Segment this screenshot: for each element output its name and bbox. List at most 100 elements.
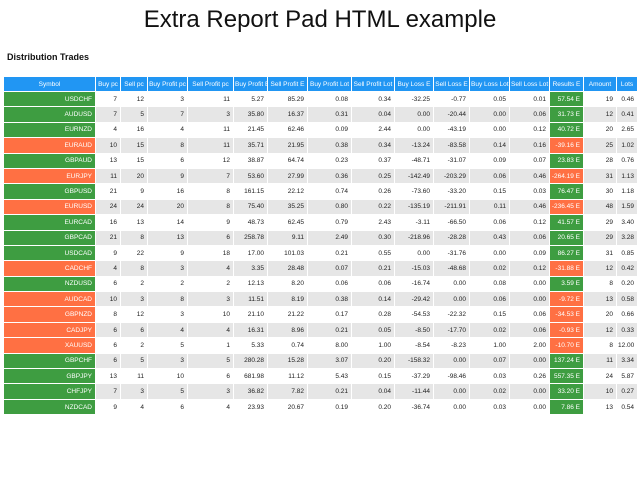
table-cell: 0.58 xyxy=(617,292,637,307)
table-cell: 21.22 xyxy=(287,311,304,319)
table-cell: 0.06 xyxy=(533,311,546,319)
table-cell: -48.68 xyxy=(434,261,469,276)
table-cell: -13.24 xyxy=(395,138,433,153)
table-cell: -8.50 xyxy=(395,322,433,338)
table-cell: 0.05 xyxy=(493,95,506,103)
table-cell: -158.32 xyxy=(395,353,433,369)
table-cell: 31 xyxy=(584,168,616,184)
table-cell: 4 xyxy=(180,126,184,134)
table-row: GBPAUD 13 15 6 12 38.87 64.74 0.23 0.37 -48.71 -31… xyxy=(4,153,637,168)
symbol-cell: EURNZD xyxy=(4,122,95,138)
symbol-cell: AUDUSD xyxy=(4,107,95,122)
table-cell: 8 xyxy=(609,280,613,288)
table-cell: 7 xyxy=(113,95,117,103)
table-cell: -135.19 xyxy=(395,199,433,215)
table-cell: 0.21 xyxy=(308,322,351,338)
table-cell: 6 xyxy=(96,353,120,369)
symbol-cell: NZDCAD xyxy=(4,399,95,415)
table-cell: 9 xyxy=(140,188,144,196)
table-cell: 280.28 xyxy=(234,353,267,369)
table-cell: 4 xyxy=(226,403,230,411)
table-cell: 8 xyxy=(609,341,613,349)
table-row: AUDCAD 10 3 8 3 11.51 8.19 0.38 0.14 -29.42 0.00 0.… xyxy=(4,292,637,307)
table-cell: 0.38 xyxy=(308,292,351,307)
table-cell: 6 xyxy=(226,372,230,380)
table-cell: 0.09 xyxy=(335,126,348,134)
column-header: Lots xyxy=(617,77,637,91)
table-cell: 0.16 xyxy=(510,138,549,153)
table-cell: 3 xyxy=(188,384,233,399)
table-cell: 0.00 xyxy=(453,403,466,411)
table-cell: 8 xyxy=(188,199,233,215)
table-row: AUDUSD 7 5 7 3 35.80 16.37 0.31 0.04 0.00 -20.44 0.… xyxy=(4,107,637,122)
table-cell: -8.23 xyxy=(451,341,466,349)
table-cell: -37.29 xyxy=(411,372,430,380)
table-cell: 76.47 E xyxy=(550,184,583,199)
table-cell: 40.72 E xyxy=(550,122,583,138)
table-cell: 0.34 xyxy=(378,95,391,103)
table-row: GBPUSD 21 9 16 8 161.15 22.12 0.74 0.26 -73.60 -33… xyxy=(4,184,637,199)
table-cell: 0.04 xyxy=(352,107,394,122)
table-cell: 2 xyxy=(180,280,184,288)
table-cell: -17.70 xyxy=(434,322,469,338)
table-cell: 2 xyxy=(226,280,230,288)
table-cell: 3 xyxy=(121,292,147,307)
symbol-cell: USDCAD xyxy=(4,245,95,261)
symbol-cell: XAUUSD xyxy=(4,338,95,353)
table-cell: 28 xyxy=(605,157,613,165)
table-cell: -218.96 xyxy=(395,230,433,245)
table-cell: -33.20 xyxy=(447,188,466,196)
table-cell: 11 xyxy=(223,126,230,134)
table-row: CHFJPY 7 3 5 3 36.82 7.82 0.21 0.04 -11.44 0.00 0.0… xyxy=(4,384,637,399)
table-cell: 6 xyxy=(180,403,184,411)
table-cell: 0.00 xyxy=(417,249,430,257)
table-cell: 0.08 xyxy=(335,95,348,103)
table-cell: -31.76 xyxy=(447,249,466,257)
table-cell: 13 xyxy=(109,157,117,165)
table-cell: 1.18 xyxy=(621,188,634,196)
table-cell: 101.03 xyxy=(284,249,304,257)
table-cell: 3 xyxy=(148,261,187,276)
symbol-cell: GBPUSD xyxy=(4,184,95,199)
table-cell: 557.35 E xyxy=(550,369,583,384)
table-cell: 28.48 xyxy=(268,261,307,276)
symbol-cell: GBPCAD xyxy=(4,230,95,245)
table-cell: 0.00 xyxy=(434,353,469,369)
table-cell: -73.60 xyxy=(411,188,430,196)
table-cell: 7.86 E xyxy=(550,399,583,415)
table-cell: 11.12 xyxy=(288,372,304,380)
table-cell: 13 xyxy=(109,372,117,380)
table-cell: 0.06 xyxy=(493,218,506,226)
table-cell: 0.43 xyxy=(470,230,509,245)
table-row: NZDUSD 6 2 2 2 12.13 8.20 0.06 0.06 -16.74 0.00 0.0… xyxy=(4,276,637,292)
symbol-cell: GBPCHF xyxy=(4,353,95,369)
table-cell: -3.11 xyxy=(415,218,430,226)
table-cell: 20.67 xyxy=(287,403,304,411)
table-cell: 0.00 xyxy=(417,126,430,134)
table-cell: -31.07 xyxy=(447,157,466,165)
table-cell: 22.12 xyxy=(287,188,304,196)
symbol-cell: EURUSD xyxy=(4,199,95,215)
table-cell: 2.00 xyxy=(533,341,546,349)
table-cell: 12 xyxy=(136,311,144,319)
table-cell: 7 xyxy=(96,107,120,122)
symbol-cell: GBPAUD xyxy=(4,153,95,168)
symbol-cell: CHFJPY xyxy=(4,384,95,399)
table-cell: 0.06 xyxy=(510,322,549,338)
table-cell: 0.21 xyxy=(352,261,394,276)
table-cell: 0.07 xyxy=(533,157,546,165)
table-cell: 9 xyxy=(148,168,187,184)
table-cell: -83.58 xyxy=(434,138,469,153)
table-cell: 3 xyxy=(188,292,233,307)
table-cell: -20.44 xyxy=(434,107,469,122)
table-cell: 0.23 xyxy=(335,157,348,165)
table-cell: 3.28 xyxy=(617,230,637,245)
table-cell: 161.15 xyxy=(244,188,264,196)
table-row: XAUUSD 6 2 5 1 5.33 0.74 8.00 1.00 -8.54 -8.23 1.00… xyxy=(4,338,637,353)
column-header: Results E xyxy=(550,77,583,91)
table-cell: 38.87 xyxy=(247,157,264,165)
table-cell: 0.25 xyxy=(352,168,394,184)
table-cell: 20.65 E xyxy=(550,230,583,245)
column-header: Sell Profit E xyxy=(268,77,307,91)
table-row: USDCHF 7 12 3 11 5.27 85.29 0.08 0.34 -32.25 -0.77… xyxy=(4,92,637,107)
